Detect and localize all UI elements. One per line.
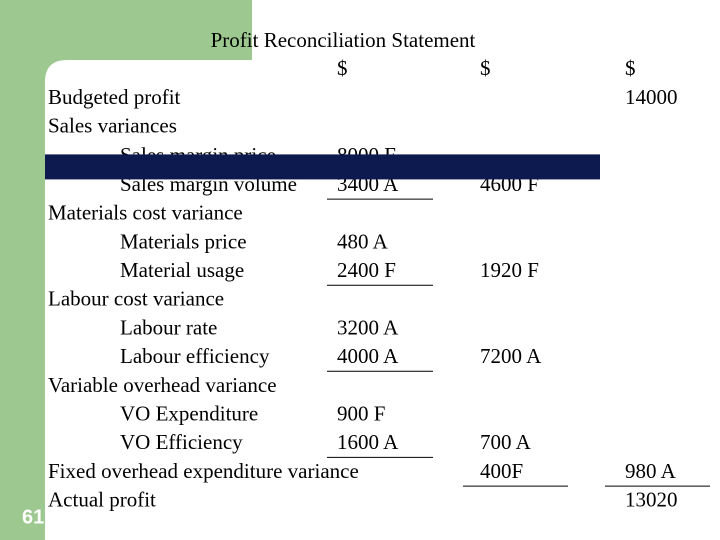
subtotal-value: 700 A [480,430,532,454]
section-label: Fixed overhead expenditure variance [48,459,359,483]
total-value: 13020 [625,488,678,512]
total-value: 14000 [625,85,678,109]
item-label: Materials price [120,229,247,253]
item-value: 1600 A [337,430,399,454]
slide-number: 61 [22,506,44,528]
item-label: VO Efficiency [120,430,243,454]
section-label: Labour cost variance [48,287,224,311]
total-value: 980 A [625,459,677,483]
slide-body [45,0,720,540]
subtotal-value: 7200 A [480,344,542,368]
subtotal-value: 400F [480,459,523,483]
section-label: Materials cost variance [48,201,243,225]
item-value: 900 F [337,402,385,426]
item-label: Material usage [120,258,244,282]
navy-band [45,154,600,180]
item-label: VO Expenditure [120,402,258,426]
column-header: $ [480,56,491,80]
item-value: 4000 A [337,344,399,368]
item-value: 480 A [337,229,389,253]
section-label: Sales variances [48,114,177,138]
item-value: 2400 F [337,258,396,282]
title: Profit Reconciliation Statement [211,28,476,52]
column-header: $ [337,56,348,80]
row-label: Budgeted profit [48,85,181,109]
row-label: Actual profit [48,488,156,512]
item-label: Labour efficiency [120,344,270,368]
column-header: $ [625,56,636,80]
item-label: Labour rate [120,315,217,339]
item-value: 3200 A [337,315,399,339]
section-label: Variable overhead variance [48,373,277,397]
subtotal-value: 1920 F [480,258,539,282]
